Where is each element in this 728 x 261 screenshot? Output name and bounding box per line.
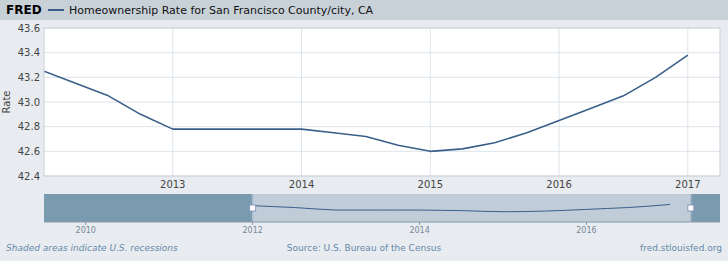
grid-line [687, 28, 688, 176]
minimap-tick [85, 222, 86, 225]
y-tick-label: 42.4 [18, 171, 40, 182]
minimap-tick-label: 2016 [576, 226, 596, 235]
brand: FRED [6, 3, 42, 17]
minimap-handle[interactable] [250, 205, 256, 211]
y-tick-label: 43.0 [18, 97, 40, 108]
grid-line [172, 28, 173, 176]
y-tick-label: 43.4 [18, 47, 40, 58]
x-tick-label: 2016 [546, 179, 571, 190]
grid [44, 28, 720, 176]
title: Homeownership Rate for San Francisco Cou… [69, 4, 374, 17]
minimap-series-group [253, 204, 670, 211]
series-group [44, 55, 688, 151]
grid-line [559, 28, 560, 176]
y-tick-label: 43.6 [18, 23, 40, 34]
background [0, 0, 728, 261]
minimap-tick [419, 222, 420, 225]
y-tick-label: 42.8 [18, 121, 40, 132]
grid-line [44, 102, 720, 103]
grid-line [301, 28, 302, 176]
plot-area [44, 28, 720, 176]
header [0, 0, 728, 20]
grid-line [44, 151, 720, 152]
series-line [44, 55, 688, 151]
footer-source: Source: U.S. Bureau of the Census [287, 243, 442, 253]
minimap-tick [586, 222, 587, 225]
footer-site: fred.stlouisfed.org [640, 243, 722, 253]
grid-line [430, 28, 431, 176]
y-axis-label: Rate [1, 91, 12, 114]
grid-line [44, 52, 720, 53]
minimap-tick-label: 2010 [76, 226, 96, 235]
grid-line [44, 77, 720, 78]
minimap-background [44, 194, 720, 222]
minimap-line [253, 204, 670, 211]
minimap-tick-label: 2014 [409, 226, 429, 235]
x-tick-label: 2017 [675, 179, 700, 190]
chart: FRED Homeownership Rate for San Francisco… [0, 0, 728, 261]
legend-swatch [48, 9, 64, 11]
minimap-tick [252, 222, 253, 225]
footer-note: Shaded areas indicate U.S. recessions [6, 243, 178, 253]
minimap-window [253, 194, 691, 222]
minimap-handle[interactable] [688, 205, 694, 211]
minimap-axis [44, 222, 720, 223]
y-tick-label: 42.6 [18, 146, 40, 157]
x-tick-label: 2015 [418, 179, 443, 190]
x-tick-label: 2014 [289, 179, 314, 190]
minimap-tick-label: 2012 [242, 226, 262, 235]
x-tick-label: 2013 [160, 179, 185, 190]
grid-line [44, 126, 720, 127]
y-tick-label: 43.2 [18, 72, 40, 83]
plot-frame [44, 28, 720, 176]
